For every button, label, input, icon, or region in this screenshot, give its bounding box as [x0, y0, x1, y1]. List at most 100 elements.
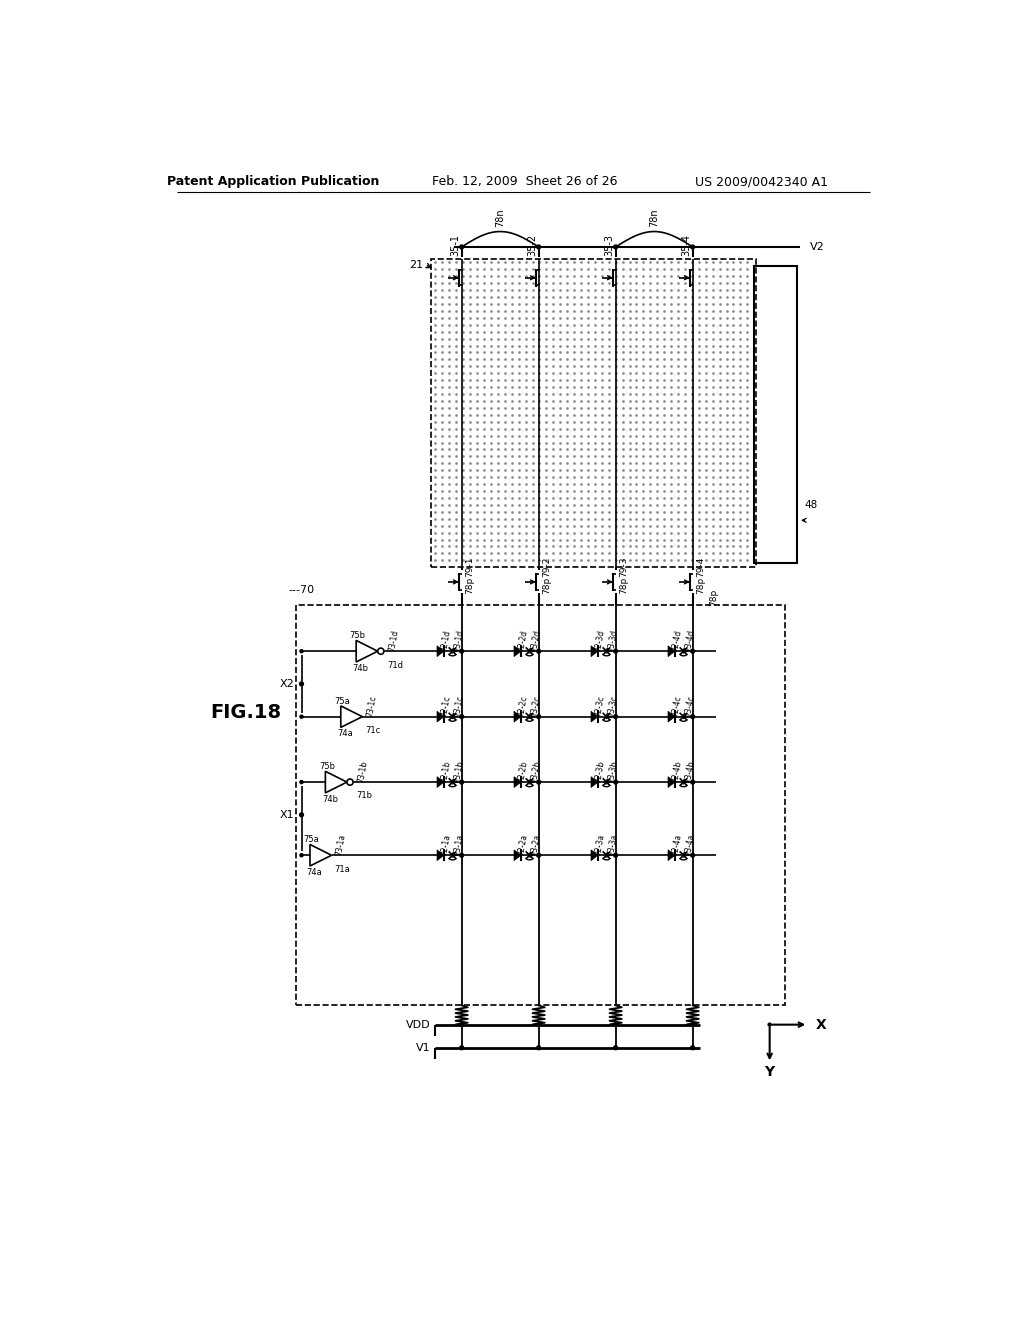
Circle shape [537, 780, 541, 784]
Bar [296, 605, 785, 1006]
Text: 48: 48 [804, 500, 817, 510]
Text: 73-4b: 73-4b [683, 759, 696, 783]
Circle shape [460, 853, 464, 857]
Text: Patent Application Publication: Patent Application Publication [167, 176, 379, 187]
Text: 75b: 75b [350, 631, 366, 640]
Text: 73-3c: 73-3c [606, 694, 620, 717]
Text: 73-3a: 73-3a [606, 833, 620, 857]
Text: 72-2a: 72-2a [516, 833, 529, 857]
Text: 79-3: 79-3 [618, 556, 628, 577]
Text: 72-4c: 72-4c [671, 694, 683, 717]
Circle shape [691, 853, 694, 857]
Circle shape [613, 714, 617, 718]
Text: 35-2: 35-2 [527, 234, 538, 256]
Circle shape [460, 246, 464, 249]
Polygon shape [591, 645, 598, 656]
Text: 72-3a: 72-3a [593, 833, 606, 857]
Text: 73-1d: 73-1d [453, 628, 465, 652]
Text: 75a: 75a [304, 836, 319, 845]
Text: 72-2c: 72-2c [516, 694, 528, 717]
Text: 78n: 78n [649, 209, 659, 227]
Circle shape [691, 780, 694, 784]
Circle shape [613, 649, 617, 653]
Text: 35-1: 35-1 [451, 234, 460, 256]
Circle shape [460, 1023, 464, 1027]
Text: 75b: 75b [318, 762, 335, 771]
Polygon shape [437, 645, 444, 656]
Text: 72-3d: 72-3d [593, 628, 606, 652]
Polygon shape [437, 776, 444, 788]
Text: 78p: 78p [710, 589, 719, 606]
Text: 73-4c: 73-4c [683, 694, 696, 717]
Text: 72-1d: 72-1d [439, 628, 452, 652]
Text: 79-2: 79-2 [542, 556, 551, 577]
Text: V2: V2 [810, 242, 824, 252]
Text: 72-3c: 72-3c [593, 694, 606, 717]
Polygon shape [514, 776, 521, 788]
Text: 78n: 78n [496, 209, 505, 227]
Text: 35-3: 35-3 [604, 234, 614, 256]
Text: 71a: 71a [335, 865, 350, 874]
Circle shape [300, 854, 303, 857]
Text: 78p: 78p [695, 577, 705, 594]
Text: X: X [816, 1018, 826, 1032]
Text: 78p: 78p [618, 577, 628, 594]
Text: 71d: 71d [387, 660, 403, 669]
Circle shape [691, 1045, 694, 1049]
Text: 73-1a: 73-1a [453, 833, 465, 857]
Polygon shape [668, 850, 675, 861]
Text: 74b: 74b [353, 664, 369, 673]
Circle shape [537, 1045, 541, 1049]
Text: 73-4d: 73-4d [683, 628, 696, 652]
Polygon shape [437, 711, 444, 722]
Circle shape [300, 682, 303, 686]
Text: 71c: 71c [366, 726, 381, 735]
Circle shape [691, 1023, 694, 1027]
Text: US 2009/0042340 A1: US 2009/0042340 A1 [695, 176, 828, 187]
Text: 73-4a: 73-4a [683, 833, 696, 857]
Polygon shape [591, 850, 598, 861]
Circle shape [460, 780, 464, 784]
Text: ---70: ---70 [289, 585, 314, 594]
Circle shape [537, 649, 541, 653]
Circle shape [300, 649, 303, 653]
Text: 73-2b: 73-2b [529, 759, 542, 783]
Text: 73-1d: 73-1d [387, 628, 399, 652]
Text: 73-1a: 73-1a [335, 833, 347, 857]
Polygon shape [437, 850, 444, 861]
Text: FIG.18: FIG.18 [211, 704, 282, 722]
Circle shape [691, 714, 694, 718]
Polygon shape [591, 776, 598, 788]
Text: 72-4b: 72-4b [671, 759, 683, 783]
Polygon shape [668, 776, 675, 788]
Circle shape [691, 649, 694, 653]
Text: 72-4d: 72-4d [671, 628, 683, 652]
Text: 71b: 71b [356, 792, 372, 800]
Circle shape [768, 1023, 771, 1026]
Text: VDD: VDD [407, 1019, 431, 1030]
Circle shape [613, 780, 617, 784]
Text: 73-1b: 73-1b [356, 759, 369, 783]
Text: 78p: 78p [465, 577, 474, 594]
Text: 73-1c: 73-1c [453, 694, 465, 717]
Text: 73-1b: 73-1b [453, 759, 465, 783]
Circle shape [613, 853, 617, 857]
Polygon shape [591, 711, 598, 722]
Circle shape [460, 714, 464, 718]
Circle shape [300, 813, 303, 817]
Text: V1: V1 [416, 1043, 431, 1053]
Circle shape [613, 246, 617, 249]
Polygon shape [668, 645, 675, 656]
Circle shape [460, 1045, 464, 1049]
Text: 73-1c: 73-1c [366, 694, 378, 717]
Text: 74a: 74a [307, 867, 323, 876]
Text: X2: X2 [280, 678, 295, 689]
Bar [755, 267, 797, 562]
Text: 79-4: 79-4 [695, 556, 705, 577]
Text: 73-3d: 73-3d [606, 628, 620, 652]
Text: 75a: 75a [335, 697, 350, 706]
Circle shape [691, 246, 694, 249]
Text: 72-2b: 72-2b [516, 760, 529, 783]
Polygon shape [514, 645, 521, 656]
Text: Feb. 12, 2009  Sheet 26 of 26: Feb. 12, 2009 Sheet 26 of 26 [432, 176, 617, 187]
